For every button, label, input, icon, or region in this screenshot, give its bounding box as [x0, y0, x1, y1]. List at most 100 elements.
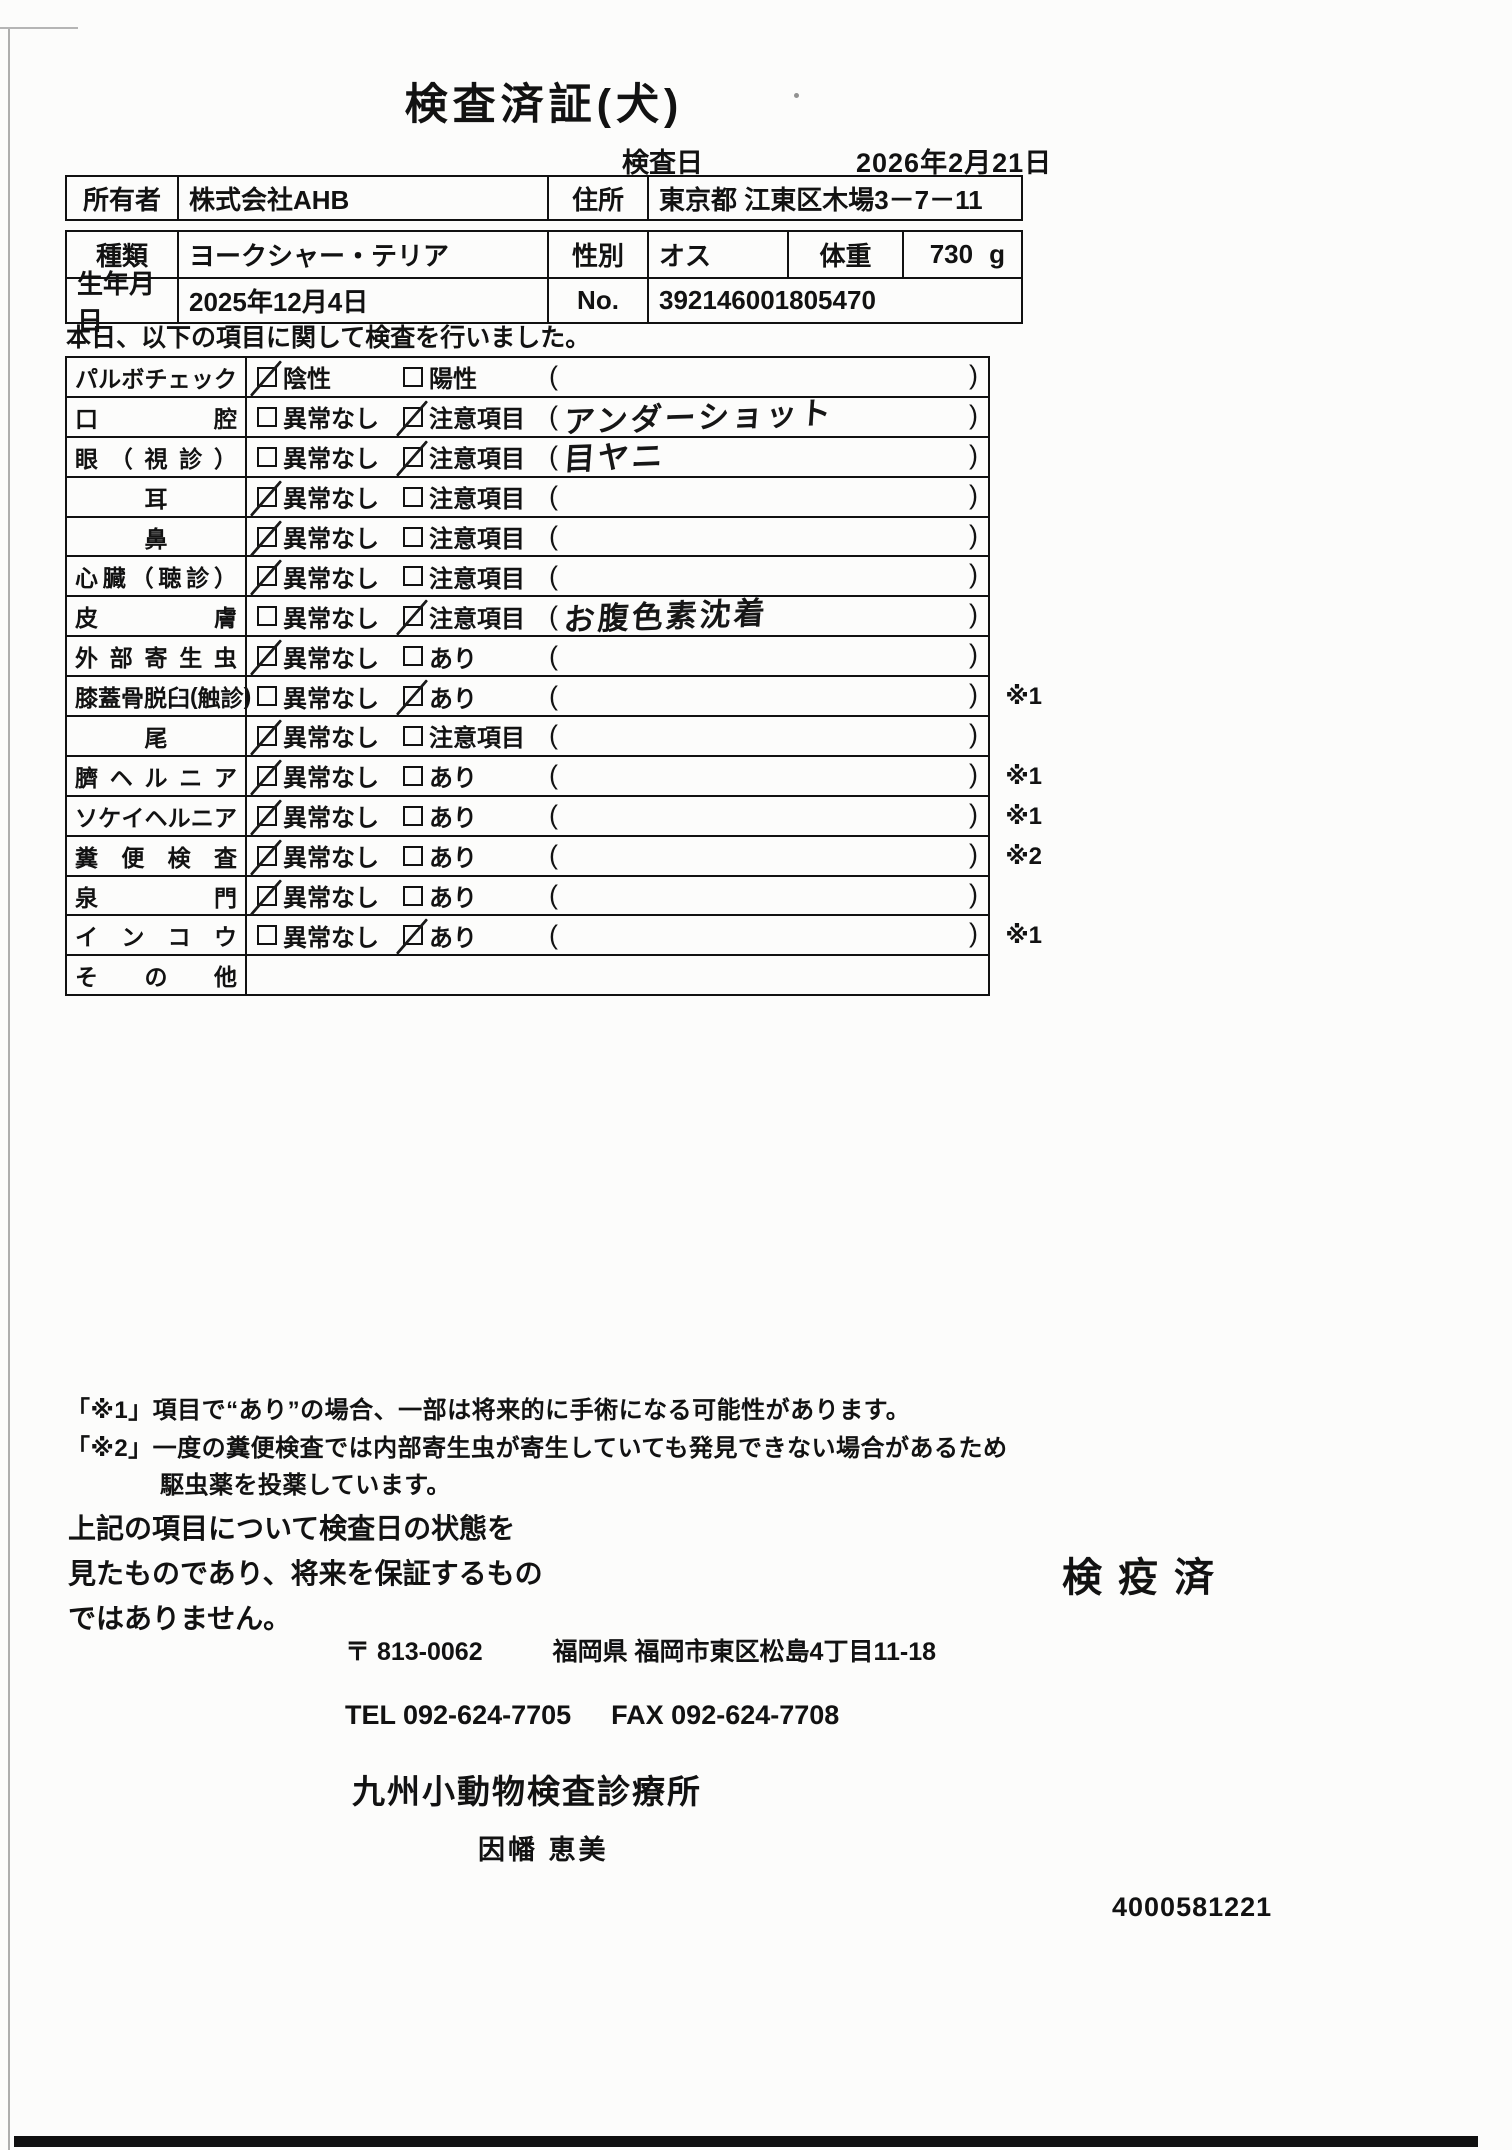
exam-option-label: 異常なし — [283, 446, 379, 474]
exam-row: 耳 異常なし 注意項目 () — [67, 477, 988, 518]
close-paren: ) — [969, 679, 978, 710]
exam-result-cell: 異常なし あり () — [247, 916, 988, 956]
exam-option-label: 異常なし — [283, 526, 379, 553]
exam-option-label: 異常なし — [283, 725, 379, 753]
exam-option-label: 注意項目 — [429, 725, 525, 753]
checkbox — [403, 646, 423, 667]
exam-row: 外部寄生虫 異常なし あり () — [67, 637, 988, 678]
close-paren: ) — [969, 479, 978, 510]
handwritten-note: お腹色素沈着 — [562, 595, 769, 638]
exam-item-label: パルボチェック — [67, 358, 247, 396]
exam-row: 膝蓋骨脱臼(触診) 異常なし あり () ※1 — [67, 677, 1042, 718]
exam-option-label: 異常なし — [283, 406, 379, 434]
check-slash-mark — [249, 519, 283, 557]
checked-checkbox — [395, 918, 429, 956]
disclaimer-line-3: ではありません。 — [68, 1603, 292, 1634]
footnote-1: 「※1」項目で“あり”の場合、一部は将来的に手術になる可能性があります。 — [66, 1397, 911, 1424]
exam-item-label: 臍ヘルニア — [67, 756, 247, 795]
exam-item-label: 口腔 — [67, 397, 247, 436]
exam-option-label: 注意項目 — [429, 446, 525, 474]
footnote-mark: ※1 — [1005, 802, 1042, 830]
exam-option: 異常なし — [257, 439, 403, 474]
checkbox — [403, 805, 423, 826]
exam-item-label: 糞便検査 — [67, 836, 247, 875]
open-paren: ( — [549, 800, 558, 831]
inspection-date-value: 2026年2月21日 — [856, 148, 1053, 178]
exam-option: 異常なし — [249, 878, 403, 916]
checked-checkbox — [395, 439, 429, 477]
footnote-mark: ※1 — [1005, 922, 1042, 950]
pet-table: 種類 ヨークシャー・テリア 性別 オス 体重 730 g 生年月日 2025年1… — [65, 230, 1023, 336]
checked-checkbox — [395, 399, 429, 437]
exam-option-label: あり — [429, 685, 477, 713]
exam-option: 注意項目 — [403, 559, 549, 594]
owner-row: 所有者 株式会社AHB 住所 東京都 江東区木場3－7－11 — [67, 177, 1021, 219]
checked-checkbox — [249, 519, 283, 557]
checkbox — [403, 725, 423, 746]
open-paren: ( — [549, 760, 558, 791]
checked-checkbox — [395, 679, 429, 716]
exam-option-label: 注意項目 — [429, 565, 525, 593]
exam-option-label: あり — [429, 765, 477, 793]
exam-option: あり — [403, 838, 549, 873]
note-area — [558, 637, 988, 675]
exam-result-cell: 異常なし 注意項目 () — [247, 478, 988, 517]
open-paren: ( — [549, 600, 558, 631]
checked-checkbox — [249, 639, 283, 677]
exam-option: 注意項目 — [403, 479, 549, 514]
open-paren: ( — [549, 880, 558, 911]
open-paren: ( — [549, 840, 558, 871]
owner-table: 所有者 株式会社AHB 住所 東京都 江東区木場3－7－11 — [65, 175, 1023, 221]
exam-item-label: 泉門 — [67, 876, 247, 915]
sex-label: 性別 — [547, 232, 647, 277]
exam-option-label: 注意項目 — [429, 605, 525, 633]
exam-option-label: 異常なし — [283, 805, 379, 833]
exam-row: 眼（視診） 異常なし 注意項目 (目ヤニ) — [67, 437, 988, 478]
check-slash-mark — [249, 838, 283, 876]
exam-result-cell: 異常なし あり () — [247, 877, 988, 916]
exam-option-label: あり — [429, 885, 477, 913]
exam-row: 鼻 異常なし 注意項目 () — [67, 517, 988, 558]
exam-row: インコウ 異常なし あり () ※1 — [67, 916, 1042, 957]
note-area — [558, 916, 988, 954]
clinic-address: 福岡県 福岡市東区松島4丁目11-18 — [552, 1638, 937, 1666]
exam-row: 尾 異常なし 注意項目 () — [67, 717, 988, 757]
checkbox — [403, 366, 423, 387]
close-paren: ) — [969, 399, 978, 430]
checkbox — [403, 566, 423, 587]
close-paren: ) — [969, 758, 978, 789]
exam-option: 異常なし — [257, 679, 403, 714]
checkbox — [403, 526, 423, 547]
check-slash-mark — [249, 719, 283, 756]
exam-option: あり — [395, 918, 549, 956]
exam-option-label: 異常なし — [283, 685, 379, 713]
intro-text: 本日、以下の項目に関して検査を行いました。 — [66, 324, 591, 352]
weight-label: 体重 — [787, 232, 902, 277]
breed-value: ヨークシャー・テリア — [177, 232, 547, 277]
weight-value: 730 g — [902, 232, 1021, 277]
exam-option-label: 異常なし — [283, 605, 379, 633]
exam-result-cell: 異常なし あり () — [247, 837, 988, 876]
exam-row: 皮膚 異常なし 注意項目 (お腹色素沈着) — [67, 596, 988, 638]
note-area — [558, 478, 988, 516]
exam-option: 異常なし — [257, 918, 403, 953]
exam-option-label: あり — [429, 805, 477, 833]
exam-option: 異常なし — [249, 838, 403, 876]
check-slash-mark — [249, 639, 283, 677]
checkbox — [257, 925, 277, 946]
note-area — [558, 717, 988, 755]
check-slash-mark — [249, 798, 283, 836]
pet-row-2: 生年月日 2025年12月4日 No. 392146001805470 — [67, 269, 1021, 336]
close-paren: ) — [969, 838, 978, 869]
examiner-name: 因幡 恵美 — [478, 1835, 609, 1865]
check-slash-mark — [249, 559, 283, 597]
exam-row: 泉門 異常なし あり () — [67, 876, 988, 917]
exam-item-label: 鼻 — [67, 517, 247, 556]
checkbox — [257, 606, 277, 627]
open-paren: ( — [549, 640, 558, 671]
note-area — [558, 518, 988, 556]
footnote-mark: ※1 — [1005, 683, 1042, 711]
exam-option: 陰性 — [249, 359, 403, 397]
number-value: 392146001805470 — [647, 279, 1021, 322]
